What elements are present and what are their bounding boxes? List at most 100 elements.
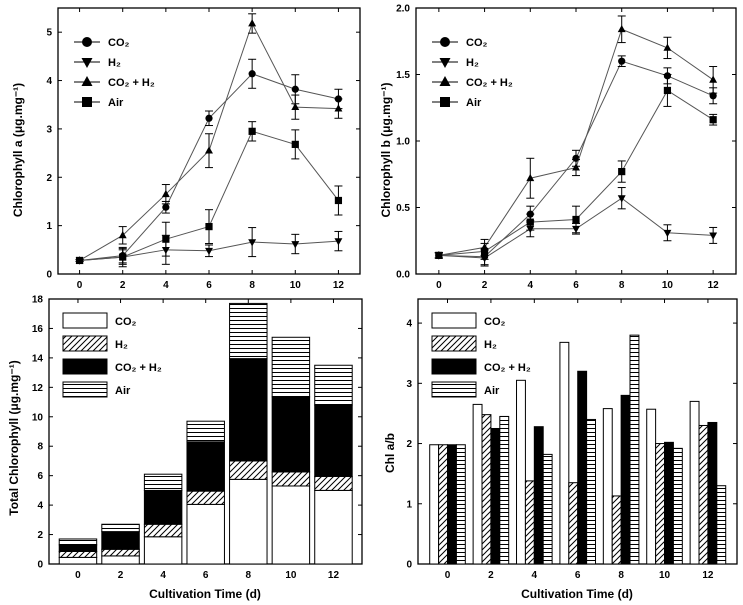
legend-label: H₂ [108,57,121,69]
x-tick-label: 6 [206,280,212,291]
legend-swatch [431,358,477,375]
data-point [118,230,127,239]
bar-segment [101,555,140,565]
bar-segment [143,489,183,525]
y-tick-label: 5 [46,28,52,39]
x-tick-label: 4 [528,280,534,291]
y-tick-label: 14 [32,353,44,364]
x-tick-label: 2 [488,570,494,581]
bar-segment [58,550,98,558]
y-tick-label: 4 [406,319,412,330]
bar-segment [271,396,311,473]
x-tick-label: 0 [436,280,442,291]
x-tick-label: 2 [118,570,124,581]
x-tick-label: 2 [482,280,488,291]
bar [490,427,501,565]
bar-segment [186,441,225,492]
legend-marker-square [440,97,450,107]
data-point [709,92,717,100]
data-point [617,24,626,33]
x-tick-label: 0 [445,570,451,581]
bar-segment [314,364,353,406]
chl-ratio-chart: Chl a/b Cultivation Time (d) 0 2 4 6 8 10 1201… [383,298,738,601]
data-point [618,57,626,65]
bar [438,444,449,565]
y-axis-label: Total Chlorophyll (μg.mg⁻¹) [7,360,21,515]
x-tick-label: 8 [619,280,625,291]
bar-segment [143,523,183,538]
legend-label: Air [108,97,124,109]
bar-segment [271,485,311,565]
y-tick-label: 4 [37,501,43,512]
x-tick-label: 6 [573,280,579,291]
y-tick-label: 10 [32,412,44,423]
bar [559,341,570,565]
data-point [663,86,672,95]
data-point [248,19,257,27]
bar-segment [229,460,268,480]
y-tick-label: 1 [406,499,412,510]
legend-marker-circle [82,37,92,47]
data-point [435,251,443,259]
y-tick-label: 0 [37,560,43,571]
bar [577,370,588,565]
bar [586,418,597,565]
bar [524,480,535,565]
y-tick-label: 1.5 [396,70,410,81]
bar [620,394,631,565]
data-point [663,229,672,238]
data-point [162,203,170,211]
y-tick-label: 0 [46,270,52,281]
data-point [709,75,718,83]
data-point [572,163,580,171]
x-tick-label: 10 [290,280,302,291]
x-axis-label: Cultivation Time (d) [149,587,261,601]
y-tick-label: 18 [32,295,44,306]
bar-segment [186,420,225,443]
y-axis-label: Chl a/b [383,433,397,473]
bar [602,408,613,565]
x-tick-label: 8 [246,570,252,581]
y-tick-label: 2 [46,173,52,184]
bar-segment [186,503,225,565]
legend-swatch [62,335,108,352]
y-tick-label: 3 [406,379,412,390]
data-point [205,247,213,256]
chlorophyll-a-chart: Chlorophyll a (μg.mg⁻¹) 0 2 4 6 8 10 12012345C… [11,7,361,291]
data-point [291,140,299,148]
bar-segment [271,471,311,487]
x-tick-label: 10 [659,570,671,581]
data-point [205,146,213,154]
x-tick-label: 12 [708,280,720,291]
x-tick-label: 6 [203,570,209,581]
data-point [709,232,718,240]
x-axis-label: Cultivation Time (d) [521,587,633,601]
x-tick-label: 4 [160,570,166,581]
legend-swatch [431,381,477,398]
legend-label: H₂ [115,339,128,351]
bar-segment [314,475,353,491]
data-point [248,127,256,135]
bar-segment [101,531,140,550]
data-point [480,247,489,255]
bar [655,443,666,565]
y-tick-label: 2 [406,439,412,450]
bar [568,482,579,565]
data-point [526,173,535,182]
legend-label: H₂ [466,57,479,69]
data-point [572,215,580,224]
y-tick-label: 2.0 [396,4,410,15]
legend-swatch [62,381,108,398]
bar-segment [314,489,353,565]
legend-swatch [62,312,108,329]
data-point [291,241,300,249]
bar [707,421,718,565]
x-tick-label: 4 [532,570,538,581]
legend-swatch [62,358,108,375]
data-point [291,85,299,93]
data-point [618,167,626,176]
y-tick-label: 16 [32,324,44,335]
legend-label: CO₂ [484,316,506,328]
data-point [334,238,343,246]
data-point [526,218,534,226]
